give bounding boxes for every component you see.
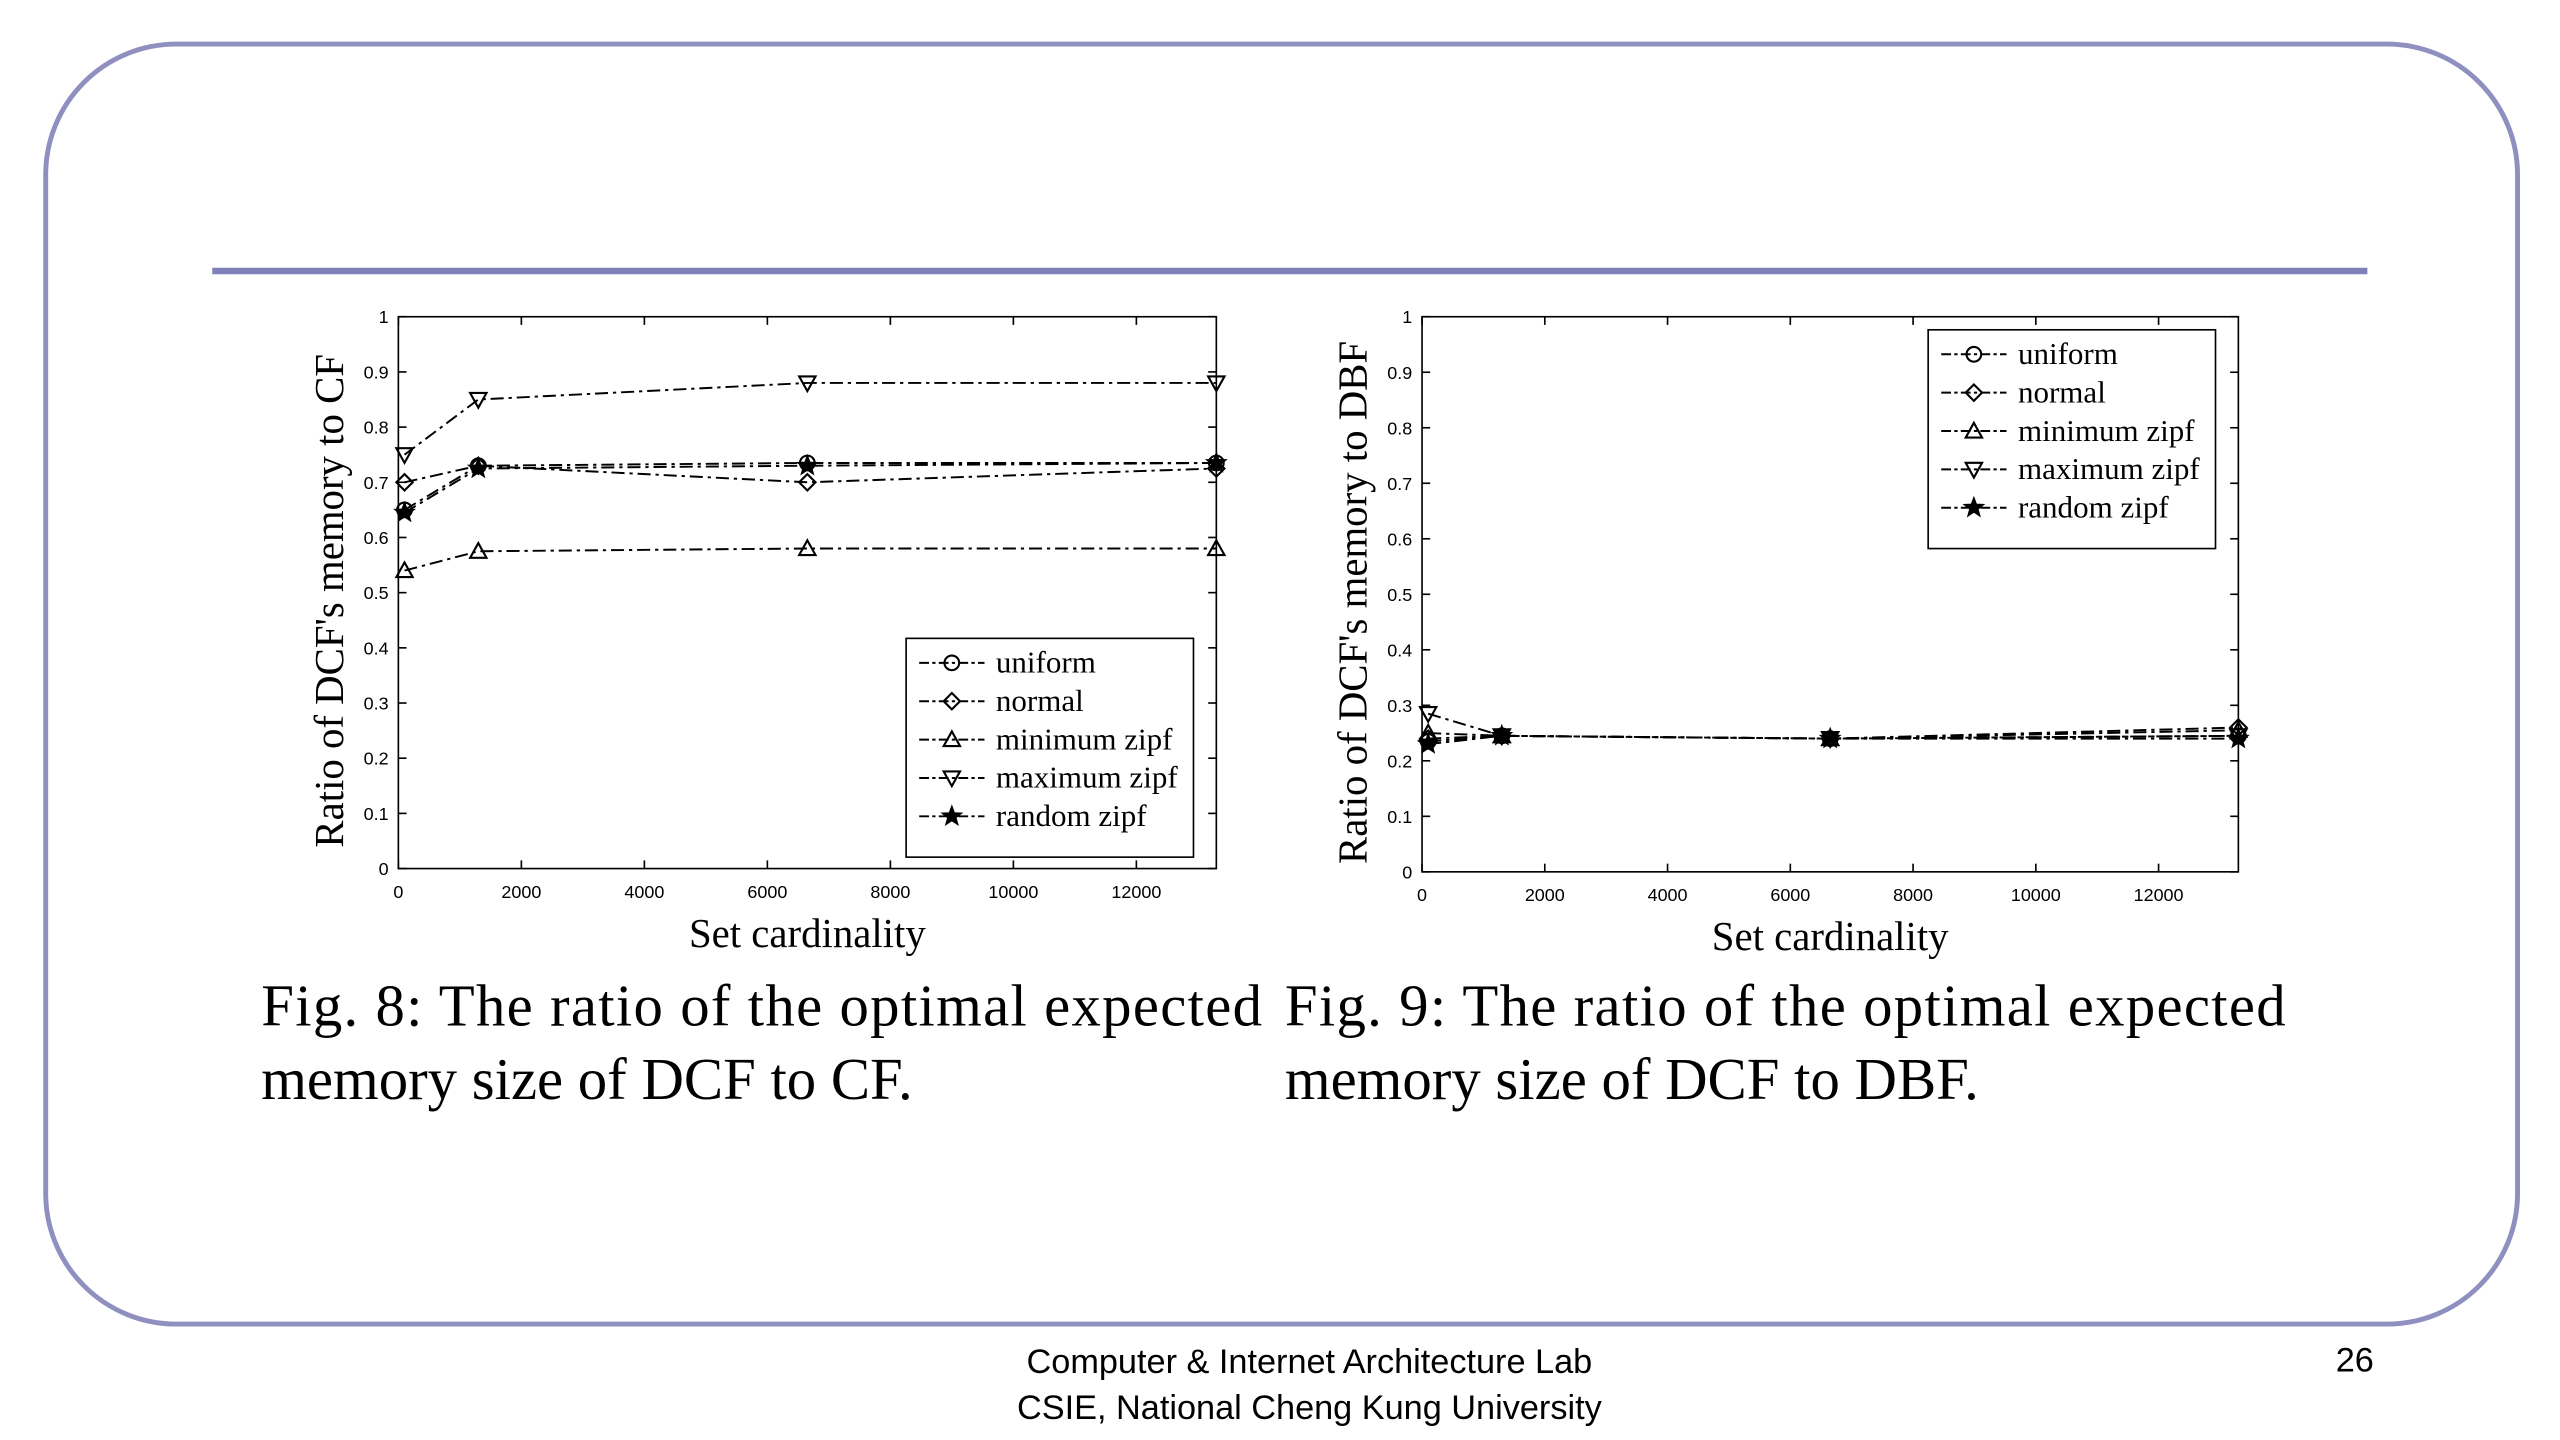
figure-caption: memory size of DCF to CF. bbox=[261, 1047, 913, 1112]
marker bbox=[797, 472, 818, 492]
series-line bbox=[1428, 734, 2239, 746]
legend-label: maximum zipf bbox=[2018, 451, 2200, 486]
x-axis-label: Set cardinality bbox=[1712, 914, 1949, 959]
x-tick-label: 10000 bbox=[2011, 885, 2061, 905]
footer-text: Computer & Internet Architecture Lab bbox=[1027, 1343, 1593, 1381]
x-tick-label: 6000 bbox=[747, 882, 787, 902]
page-number: 26 bbox=[2336, 1341, 2374, 1379]
marker bbox=[795, 453, 819, 476]
y-tick-label: 0.9 bbox=[364, 362, 389, 382]
marker bbox=[941, 729, 962, 748]
x-tick-label: 12000 bbox=[1111, 882, 1161, 902]
legend-label: random zipf bbox=[2018, 490, 2169, 525]
marker bbox=[1963, 461, 1984, 480]
x-tick-label: 0 bbox=[1417, 885, 1427, 905]
y-tick-label: 0.3 bbox=[364, 694, 389, 714]
marker bbox=[394, 560, 415, 579]
marker bbox=[466, 456, 490, 479]
marker bbox=[1418, 706, 1439, 724]
marker bbox=[1206, 538, 1227, 557]
figure-caption: Fig. 9: The ratio of the optimal expecte… bbox=[1285, 973, 2286, 1038]
marker bbox=[393, 500, 416, 523]
x-tick-label: 4000 bbox=[624, 882, 664, 902]
marker bbox=[1416, 732, 1440, 754]
marker bbox=[468, 540, 489, 559]
x-tick-label: 10000 bbox=[988, 882, 1038, 902]
marker bbox=[941, 770, 962, 789]
y-tick-label: 0.8 bbox=[1387, 418, 1412, 438]
y-tick-label: 0.5 bbox=[1387, 585, 1412, 605]
footer-text: CSIE, National Cheng Kung University bbox=[1017, 1389, 1603, 1427]
x-tick-label: 8000 bbox=[1893, 885, 1933, 905]
series-line bbox=[404, 464, 1217, 484]
series-line bbox=[404, 547, 1217, 572]
series-line bbox=[404, 461, 1217, 514]
y-tick-label: 0 bbox=[1402, 862, 1412, 882]
legend-label: minimum zipf bbox=[996, 721, 1173, 756]
y-tick-label: 1 bbox=[1402, 307, 1412, 327]
y-tick-label: 0.9 bbox=[1387, 363, 1412, 383]
x-axis-label: Set cardinality bbox=[689, 911, 926, 956]
marker bbox=[1964, 382, 1984, 403]
x-tick-label: 2000 bbox=[501, 882, 541, 902]
legend-label: uniform bbox=[996, 645, 1096, 680]
figure-caption: memory size of DCF to DBF. bbox=[1285, 1047, 1979, 1112]
y-tick-label: 0.6 bbox=[364, 528, 389, 548]
marker bbox=[1962, 495, 1986, 518]
marker bbox=[942, 691, 962, 711]
marker bbox=[468, 391, 489, 410]
y-tick-label: 0.1 bbox=[1387, 807, 1412, 827]
marker bbox=[1963, 420, 1984, 439]
legend-label: uniform bbox=[2018, 336, 2118, 371]
marker bbox=[1818, 726, 1842, 749]
x-tick-label: 4000 bbox=[1648, 885, 1688, 905]
x-tick-label: 2000 bbox=[1525, 885, 1565, 905]
legend-label: random zipf bbox=[996, 798, 1147, 833]
marker bbox=[797, 538, 818, 557]
slide-frame bbox=[43, 41, 2520, 1327]
x-tick-label: 0 bbox=[393, 882, 403, 902]
marker bbox=[468, 456, 488, 476]
marker bbox=[1206, 458, 1226, 479]
y-tick-label: 0.8 bbox=[364, 418, 389, 438]
y-tick-label: 0.2 bbox=[364, 749, 389, 769]
legend-label: normal bbox=[996, 683, 1084, 718]
y-tick-label: 0.5 bbox=[364, 583, 389, 603]
marker bbox=[394, 472, 415, 492]
legend-label: normal bbox=[2018, 374, 2106, 409]
y-tick-label: 0.6 bbox=[1387, 529, 1412, 549]
y-tick-label: 0.4 bbox=[1387, 640, 1412, 660]
marker bbox=[943, 654, 961, 672]
y-axis-label: Ratio of DCF's memory to DBF bbox=[1331, 341, 1376, 864]
series-line bbox=[404, 461, 1217, 511]
marker bbox=[2226, 726, 2250, 749]
y-axis-label: Ratio of DCF's memory to CF bbox=[307, 354, 352, 848]
marker bbox=[1965, 345, 1983, 363]
marker bbox=[1204, 450, 1228, 473]
x-tick-label: 12000 bbox=[2134, 885, 2184, 905]
y-tick-label: 0.4 bbox=[364, 638, 389, 658]
x-tick-label: 8000 bbox=[870, 882, 910, 902]
legend-label: minimum zipf bbox=[2018, 413, 2195, 448]
series-line bbox=[403, 381, 1217, 456]
x-tick-label: 6000 bbox=[1770, 885, 1810, 905]
marker bbox=[1206, 375, 1227, 394]
marker bbox=[797, 375, 818, 394]
marker bbox=[394, 447, 415, 466]
y-tick-label: 0.3 bbox=[1387, 696, 1412, 716]
figure-caption: Fig. 8: The ratio of the optimal expecte… bbox=[261, 973, 1262, 1038]
y-tick-label: 0.1 bbox=[364, 804, 389, 824]
marker bbox=[1490, 723, 1514, 746]
marker bbox=[940, 804, 964, 827]
y-tick-label: 0 bbox=[379, 859, 389, 879]
y-tick-label: 0.7 bbox=[364, 473, 389, 493]
y-tick-label: 1 bbox=[379, 307, 389, 327]
y-tick-label: 0.7 bbox=[1387, 474, 1412, 494]
legend-label: maximum zipf bbox=[996, 760, 1178, 795]
y-tick-label: 0.2 bbox=[1387, 751, 1412, 771]
